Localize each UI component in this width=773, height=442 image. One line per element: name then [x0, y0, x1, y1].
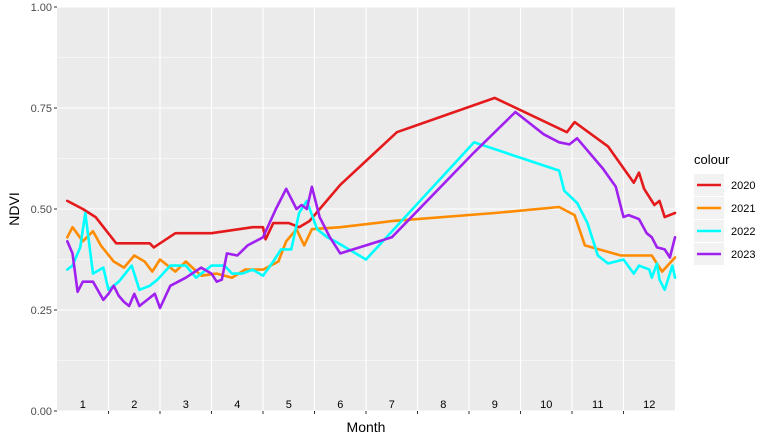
y-axis-title: NDVI — [6, 192, 22, 225]
series-line-2022 — [66, 141, 677, 292]
x-tick-label: 6 — [337, 399, 343, 411]
x-tick-label: 2 — [131, 399, 137, 411]
series-line-2020 — [66, 96, 677, 249]
x-tick-label: 3 — [183, 399, 189, 411]
x-tick-label: 8 — [440, 399, 446, 411]
legend-label-2020: 2020 — [731, 180, 755, 192]
x-axis-title: Month — [347, 419, 386, 435]
legend-label-2023: 2023 — [731, 249, 755, 261]
x-tick-label: 5 — [286, 399, 292, 411]
legend-label-2022: 2022 — [731, 226, 755, 238]
y-tick-label: 1.00 — [31, 2, 52, 14]
x-tick-label: 10 — [540, 399, 552, 411]
legend: colour 2020 2021 2022 2023 — [694, 152, 755, 265]
y-tick-label: 0.25 — [31, 305, 52, 317]
series-lines — [66, 96, 677, 310]
legend-title: colour — [694, 152, 730, 167]
y-tick-label: 0.00 — [31, 406, 52, 418]
x-tick-label: 1 — [80, 399, 86, 411]
legend-label-2021: 2021 — [731, 203, 755, 215]
x-tick-label: 4 — [234, 399, 240, 411]
y-axis: 0.00 0.25 0.50 0.75 1.00 — [31, 2, 57, 418]
series-line-2023 — [66, 110, 677, 310]
x-tick-label: 9 — [492, 399, 498, 411]
x-tick-label: 12 — [643, 399, 655, 411]
x-axis: 1 2 3 4 5 6 7 8 9 10 11 12 — [80, 399, 655, 414]
y-tick-label: 0.50 — [31, 204, 52, 216]
y-tick-label: 0.75 — [31, 103, 52, 115]
x-tick-label: 11 — [592, 399, 603, 411]
x-tick-label: 7 — [389, 399, 395, 411]
